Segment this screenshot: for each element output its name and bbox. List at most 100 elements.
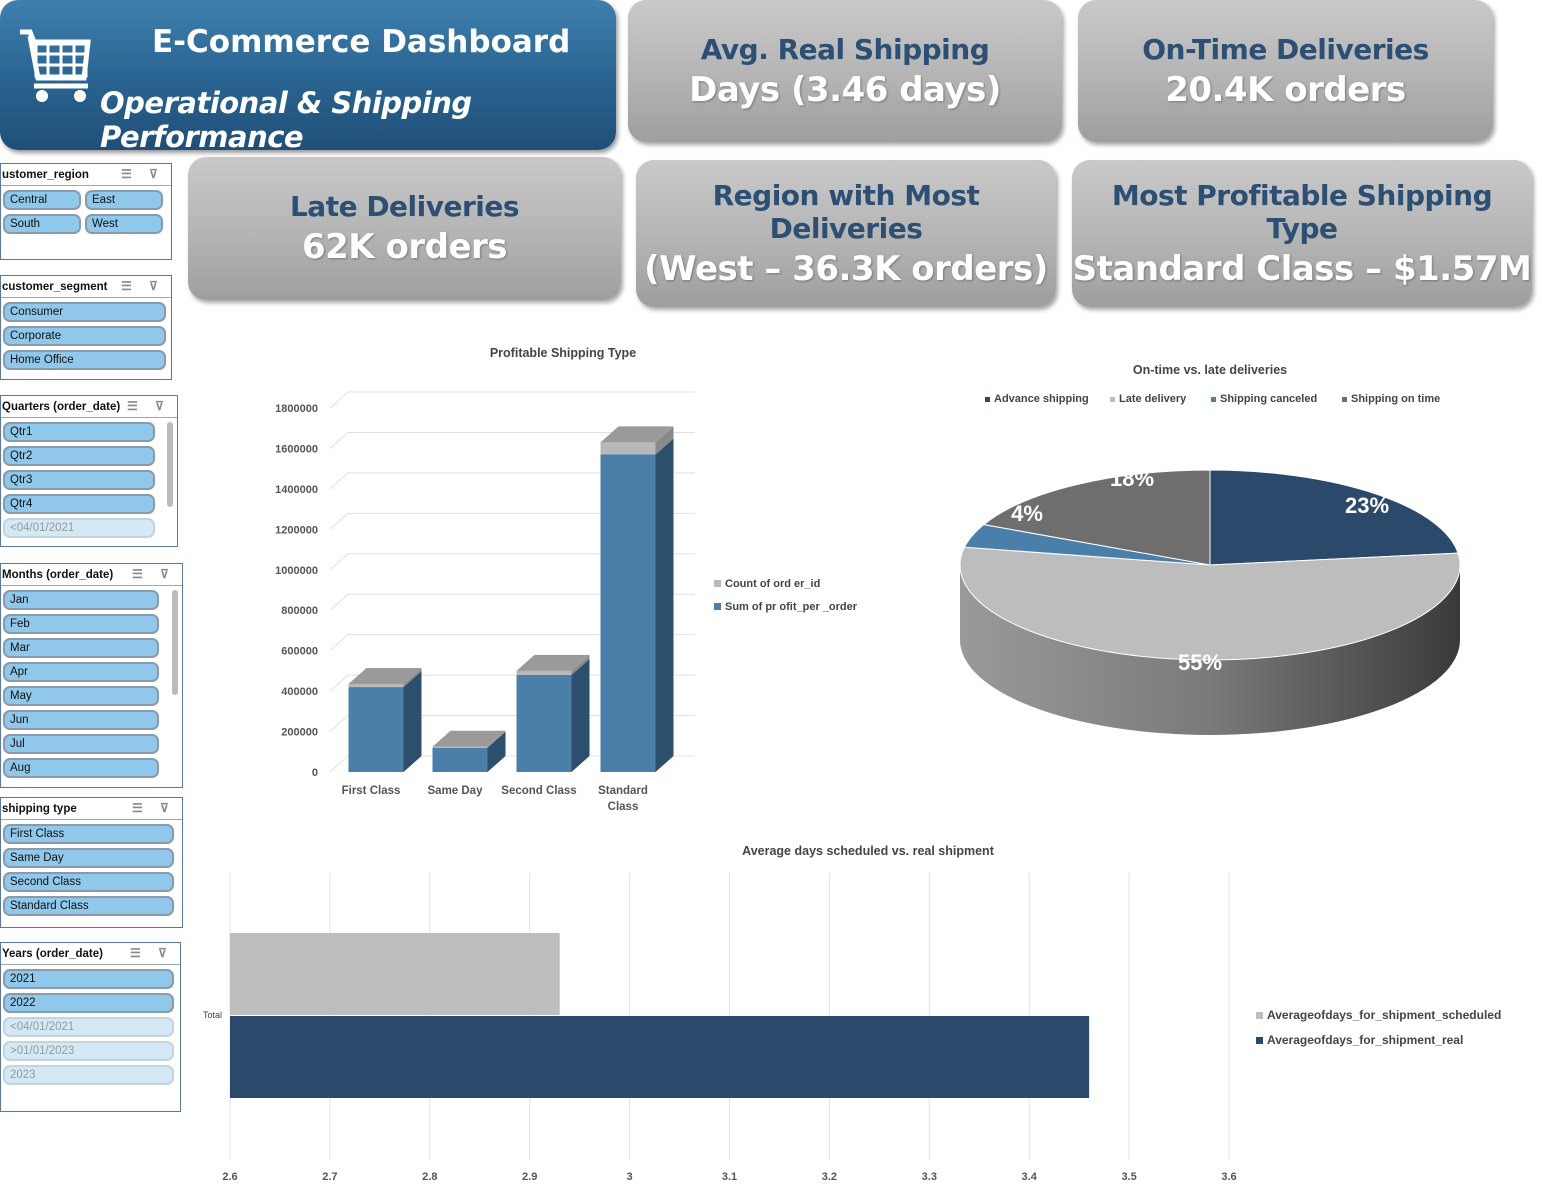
slicer-item[interactable]: Jun [3, 710, 159, 730]
slicer-item[interactable]: 2022 [3, 993, 174, 1013]
x-tick-label: Standard Class [598, 785, 648, 813]
clear-filter-icon[interactable]: ⊽ [149, 279, 158, 293]
multi-select-icon[interactable]: ☰ [121, 167, 132, 181]
slicer-item[interactable]: May [3, 686, 159, 706]
slicer-item[interactable]: Qtr4 [3, 494, 155, 514]
slicer-item[interactable]: <04/01/2021 [3, 1017, 174, 1037]
bar-side [403, 668, 422, 688]
slicer-item[interactable]: Second Class [3, 872, 174, 892]
x-tick-label: 2.7 [322, 1171, 337, 1183]
slicer-item[interactable]: Qtr3 [3, 470, 155, 490]
bar-side [571, 658, 590, 772]
multi-select-icon[interactable]: ☰ [127, 399, 138, 413]
kpi-card: Avg. Real Shipping Days (3.46 days) [628, 0, 1062, 142]
x-tick-label: 3.5 [1121, 1171, 1136, 1183]
kpi-value: Days (3.46 days) [689, 69, 1001, 110]
y-tick-label: 1000000 [275, 565, 318, 577]
multi-select-icon[interactable]: ☰ [132, 801, 143, 815]
slicer-item[interactable]: <04/01/2021 [3, 518, 155, 538]
kpi-label: Late Deliveries [289, 190, 520, 223]
bar-side [487, 730, 506, 748]
pie-slice-advance-shipping [1209, 469, 1459, 566]
multi-select-icon[interactable]: ☰ [130, 946, 141, 960]
slicer-item[interactable]: Corporate [3, 326, 166, 346]
slicer-item[interactable]: East [85, 190, 163, 210]
dashboard-subtitle: Operational & Shipping Performance [100, 86, 472, 154]
bar-top [348, 668, 422, 685]
bar-second-class: Second Class [501, 654, 590, 797]
multi-select-icon[interactable]: ☰ [121, 279, 132, 293]
x-tick-label: Second Class [501, 785, 576, 797]
x-tick-label: 3.1 [722, 1171, 737, 1183]
dashboard-title-card: E-Commerce Dashboard Operational & Shipp… [0, 0, 616, 154]
avg-days-chart: 2.6 2.7 2.8 2.9 3 3.1 3.2 3.3 3.4 3.5 3.6 Total [203, 873, 1237, 1183]
legend-item-scheduled: Averageofdays_for_shipment_scheduled [1256, 1008, 1501, 1022]
legend-item-profit: Sum of pr ofit_per _order [714, 601, 857, 613]
slicer-item[interactable]: Consumer [3, 302, 166, 322]
slicer-item[interactable]: First Class [3, 824, 174, 844]
slicer-title: customer_segment [2, 280, 108, 293]
y-tick-label: 1800000 [275, 403, 318, 415]
slicer-item[interactable]: West [85, 214, 163, 234]
bar-segment [432, 747, 488, 772]
kpi-value: 20.4K orders [1165, 69, 1406, 110]
shopping-cart-icon [20, 29, 91, 102]
clear-filter-icon[interactable]: ⊽ [158, 946, 167, 960]
slicer-item[interactable]: Home Office [3, 350, 166, 370]
x-tick-label: 3.2 [822, 1171, 837, 1183]
x-tick-label: 2.6 [222, 1171, 237, 1183]
kpi-card: Late Deliveries 62K orders [188, 157, 621, 300]
slicer-item[interactable]: Feb [3, 614, 159, 634]
kpi-label: Avg. Real Shipping [700, 32, 990, 66]
bar-side [403, 671, 422, 772]
scrollbar[interactable] [167, 422, 173, 507]
clear-filter-icon[interactable]: ⊽ [160, 801, 169, 815]
slicer-item[interactable]: Standard Class [3, 896, 174, 916]
gridline [329, 634, 695, 652]
bar-side [487, 731, 506, 772]
slicer-item[interactable]: Jul [3, 734, 159, 754]
slicer-item[interactable]: Jan [3, 590, 159, 610]
slicer-item[interactable]: Aug [3, 758, 159, 778]
bar-side [571, 654, 590, 675]
pie-slice-shipping-on-time [982, 469, 1211, 566]
slicer-customer-segment: customer_segment ☰ ⊽ Consumer Corporate Home … [0, 275, 172, 380]
clear-filter-icon[interactable]: ⊽ [160, 567, 169, 581]
y-tick-label: 400000 [281, 686, 318, 698]
slicer-item[interactable]: Central [3, 190, 81, 210]
y-tick-label: 800000 [281, 605, 318, 617]
x-tick-label: 3.3 [922, 1171, 937, 1183]
clear-filter-icon[interactable]: ⊽ [155, 399, 164, 413]
slicer-item[interactable]: Qtr2 [3, 446, 155, 466]
kpi-card: On-Time Deliveries 20.4K orders [1078, 0, 1493, 142]
bar-top [432, 730, 506, 747]
x-tick-label: 2.9 [522, 1171, 537, 1183]
slicer-quarters-order-date: Quarters (order_date) ☰ ⊽ Qtr1 Qtr2 Qtr3 Qtr4 <… [0, 395, 178, 547]
hbar-real [230, 1016, 1090, 1098]
pie-legend-item: Shipping canceled [1211, 393, 1317, 405]
hbar-chart-title: Average days scheduled vs. real shipment [742, 844, 994, 858]
slicer-item[interactable]: South [3, 214, 81, 234]
gridline [329, 431, 695, 449]
x-tick-label: 3.4 [1022, 1171, 1038, 1183]
scrollbar[interactable] [172, 590, 178, 695]
slicer-item[interactable]: Mar [3, 638, 159, 658]
slicer-item[interactable]: 2023 [3, 1065, 174, 1085]
y-tick-label: 1200000 [275, 524, 318, 536]
slicer-item[interactable]: 2021 [3, 969, 174, 989]
slicer-item[interactable]: >01/01/2023 [3, 1041, 174, 1061]
slicer-item[interactable]: Same Day [3, 848, 174, 868]
slicer-title: Quarters (order_date) [2, 400, 121, 413]
slicer-item[interactable]: Apr [3, 662, 159, 682]
bar-segment [516, 674, 572, 772]
pie-legend-item: Advance shipping [985, 393, 1089, 405]
multi-select-icon[interactable]: ☰ [132, 567, 143, 581]
clear-filter-icon[interactable]: ⊽ [149, 167, 158, 181]
slicer-months-order-date: Months (order_date) ☰ ⊽ Jan Feb Mar Apr May Jun J… [0, 563, 183, 788]
gridline [329, 553, 695, 571]
pie-data-label: 23% [1345, 493, 1389, 518]
gridline [329, 391, 695, 409]
x-tick-label: First Class [342, 785, 401, 797]
slicer-ustomer-region: ustomer_region ☰ ⊽ Central East South West [0, 163, 172, 260]
slicer-item[interactable]: Qtr1 [3, 422, 155, 442]
